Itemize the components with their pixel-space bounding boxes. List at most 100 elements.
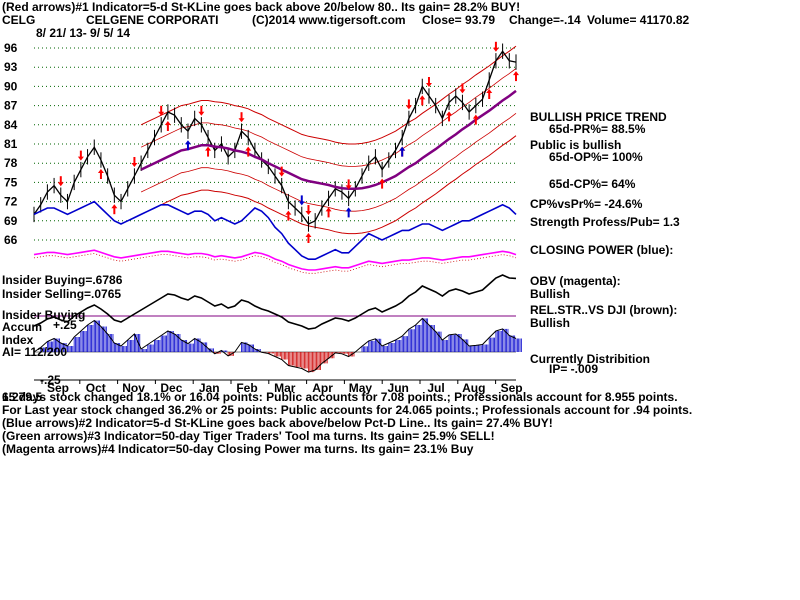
blue-arrow-head (345, 207, 352, 212)
buy-arrow-head (97, 169, 104, 173)
sell-arrow-head (131, 163, 138, 167)
buy-arrow-head (419, 95, 426, 100)
x-tick-label: May (349, 381, 373, 395)
sell-arrow-head (77, 156, 84, 161)
footer-line-3: (Blue arrows)#2 Indicator=5-d St-KLine g… (2, 416, 553, 430)
x-tick-label: Feb (236, 381, 257, 395)
y-tick-label: 81 (4, 137, 18, 151)
upper-band (140, 45, 517, 145)
series-lines (33, 43, 517, 330)
footer-line-2: For Last year stock changed 36.2% or 25 … (2, 403, 693, 417)
y-tick-label: 66 (4, 233, 18, 247)
change-value: Change=-.14 (509, 13, 581, 27)
sell-arrow-head (158, 111, 165, 116)
lower-inner-band (140, 112, 517, 212)
lower-band (140, 135, 517, 235)
footer-line-4: (Green arrows)#3 Indicator=50-day Tiger … (2, 429, 495, 443)
obv-ma-line (33, 253, 517, 274)
y-tick-label: 90 (4, 79, 18, 93)
accum-label: Accum (2, 320, 43, 334)
right-panel-line: Bullish (530, 287, 571, 301)
y-tick-label: 75 (4, 175, 18, 189)
neg-tick: -.25 (40, 373, 61, 387)
blue-arrow-head (399, 146, 406, 151)
x-tick-label: Jul (427, 381, 444, 395)
right-panel-line: 65d-CP%= 64% (549, 177, 636, 191)
right-panel-line: Currently Distribition (530, 352, 651, 366)
buy-arrow-head (164, 121, 171, 125)
x-tick-label: Jan (199, 381, 220, 395)
buy-arrow-head (486, 89, 493, 93)
sell-arrow-head (238, 118, 245, 123)
rel-str-line (33, 274, 517, 330)
buy-arrow-head (446, 111, 453, 116)
accum-index-bars (33, 315, 522, 373)
price-line (33, 50, 517, 225)
buy-arrow-head (205, 146, 212, 151)
insider-buying-1: Insider Buying=.6786 (2, 273, 123, 287)
y-tick-label: 72 (4, 195, 18, 209)
footer-line-1: 65 days stock changed 18.1% or 16.04 poi… (2, 390, 678, 404)
accum-tick: +.25 (53, 318, 77, 332)
right-panel-line: 65d-PR%= 88.5% (549, 122, 646, 136)
sell-arrow-head (425, 83, 432, 87)
upper-inner-band (140, 68, 517, 167)
date-range: 8/ 21/ 13- 9/ 5/ 14 (36, 26, 131, 40)
signal-arrows (57, 41, 519, 243)
company-name: CELGENE CORPORATI (86, 13, 219, 27)
insider-buying-2: Insider Buying (2, 308, 86, 322)
insider-selling: Insider Selling=.0765 (2, 287, 122, 301)
buy-arrow-head (111, 204, 118, 209)
y-tick-label: 78 (4, 156, 18, 170)
footer-line-5: (Magenta arrows)#4 Indicator=50-day Clos… (2, 442, 474, 456)
x-tick-label: Sep (47, 381, 69, 395)
x-tick-label: Dec (160, 381, 182, 395)
accum-ma-line (33, 317, 517, 373)
obv-line (33, 249, 517, 271)
x-tick-label: Nov (122, 381, 145, 395)
symbol: CELG (2, 13, 36, 27)
buy-arrow-head (245, 146, 252, 151)
buy-arrow-head (325, 207, 332, 212)
y-tick-label: 96 (4, 41, 18, 55)
right-panel-line: OBV (magenta): (530, 274, 621, 288)
sell-arrow-head (198, 111, 205, 116)
x-tick-label: Mar (274, 381, 296, 395)
close-value: Close= 93.79 (422, 13, 496, 27)
closing-power-line (33, 200, 517, 260)
right-panel-line: REL.STR..VS DJI (brown): (530, 303, 678, 317)
right-panel-line: Public is bullish (530, 138, 622, 152)
x-tick-label: Oct (86, 381, 106, 395)
price-bands (140, 45, 517, 235)
buy-arrow-head (513, 71, 519, 76)
buy-arrow-head (472, 114, 479, 119)
x-tick-label: Apr (312, 381, 333, 395)
right-panel-line: CLOSING POWER (blue): (530, 243, 674, 257)
y-tick-label: 93 (4, 60, 18, 74)
right-panel-line: CP%vsPr%= -24.6% (530, 197, 643, 211)
right-panel-line: Strength Profess/Pub= 1.3 (530, 215, 680, 229)
ai-value: AI= 112/200 (2, 345, 68, 359)
x-tick-label: Jun (388, 381, 409, 395)
sell-arrow-head (405, 105, 412, 110)
right-panel-line: BULLISH PRICE TREND (530, 110, 667, 124)
sell-arrow-head (278, 172, 285, 177)
x-axis: Sep Oct Nov Dec Jan Feb Mar Apr May Jun Jul Aug Sep (34, 379, 523, 395)
right-panel-line: IP= -.009 (549, 362, 599, 376)
y-tick-label: 87 (4, 99, 18, 113)
x-tick-label: Sep (501, 381, 523, 395)
blue-arrow-head (184, 140, 191, 145)
sell-arrow-head (305, 211, 312, 215)
footer-code: 1.279.5 (2, 390, 43, 404)
ma-50-line (140, 89, 517, 191)
indicator-1-line: (Red arrows)#1 Indicator=5-d St-KLine go… (2, 0, 521, 14)
sell-arrow-head (492, 47, 499, 52)
volume-value: Volume= 41170.82 (587, 13, 690, 27)
buy-arrow-head (305, 233, 312, 237)
index-label: Index (2, 333, 34, 347)
sell-arrow-head (459, 89, 466, 94)
buy-arrow-head (379, 178, 386, 183)
right-panel-line: Bullish (530, 316, 571, 330)
blue-arrow-head (298, 201, 305, 206)
